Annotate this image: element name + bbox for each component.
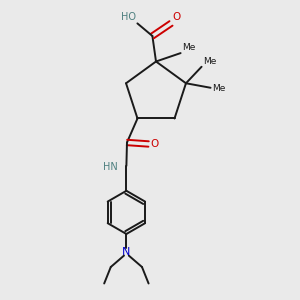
Text: HN: HN [103,162,117,172]
Text: Me: Me [212,84,225,93]
Text: O: O [172,12,181,22]
Text: HO: HO [121,12,136,22]
Text: Me: Me [203,57,216,66]
Text: O: O [150,139,158,149]
Text: Me: Me [182,44,196,52]
Text: N: N [122,247,130,257]
